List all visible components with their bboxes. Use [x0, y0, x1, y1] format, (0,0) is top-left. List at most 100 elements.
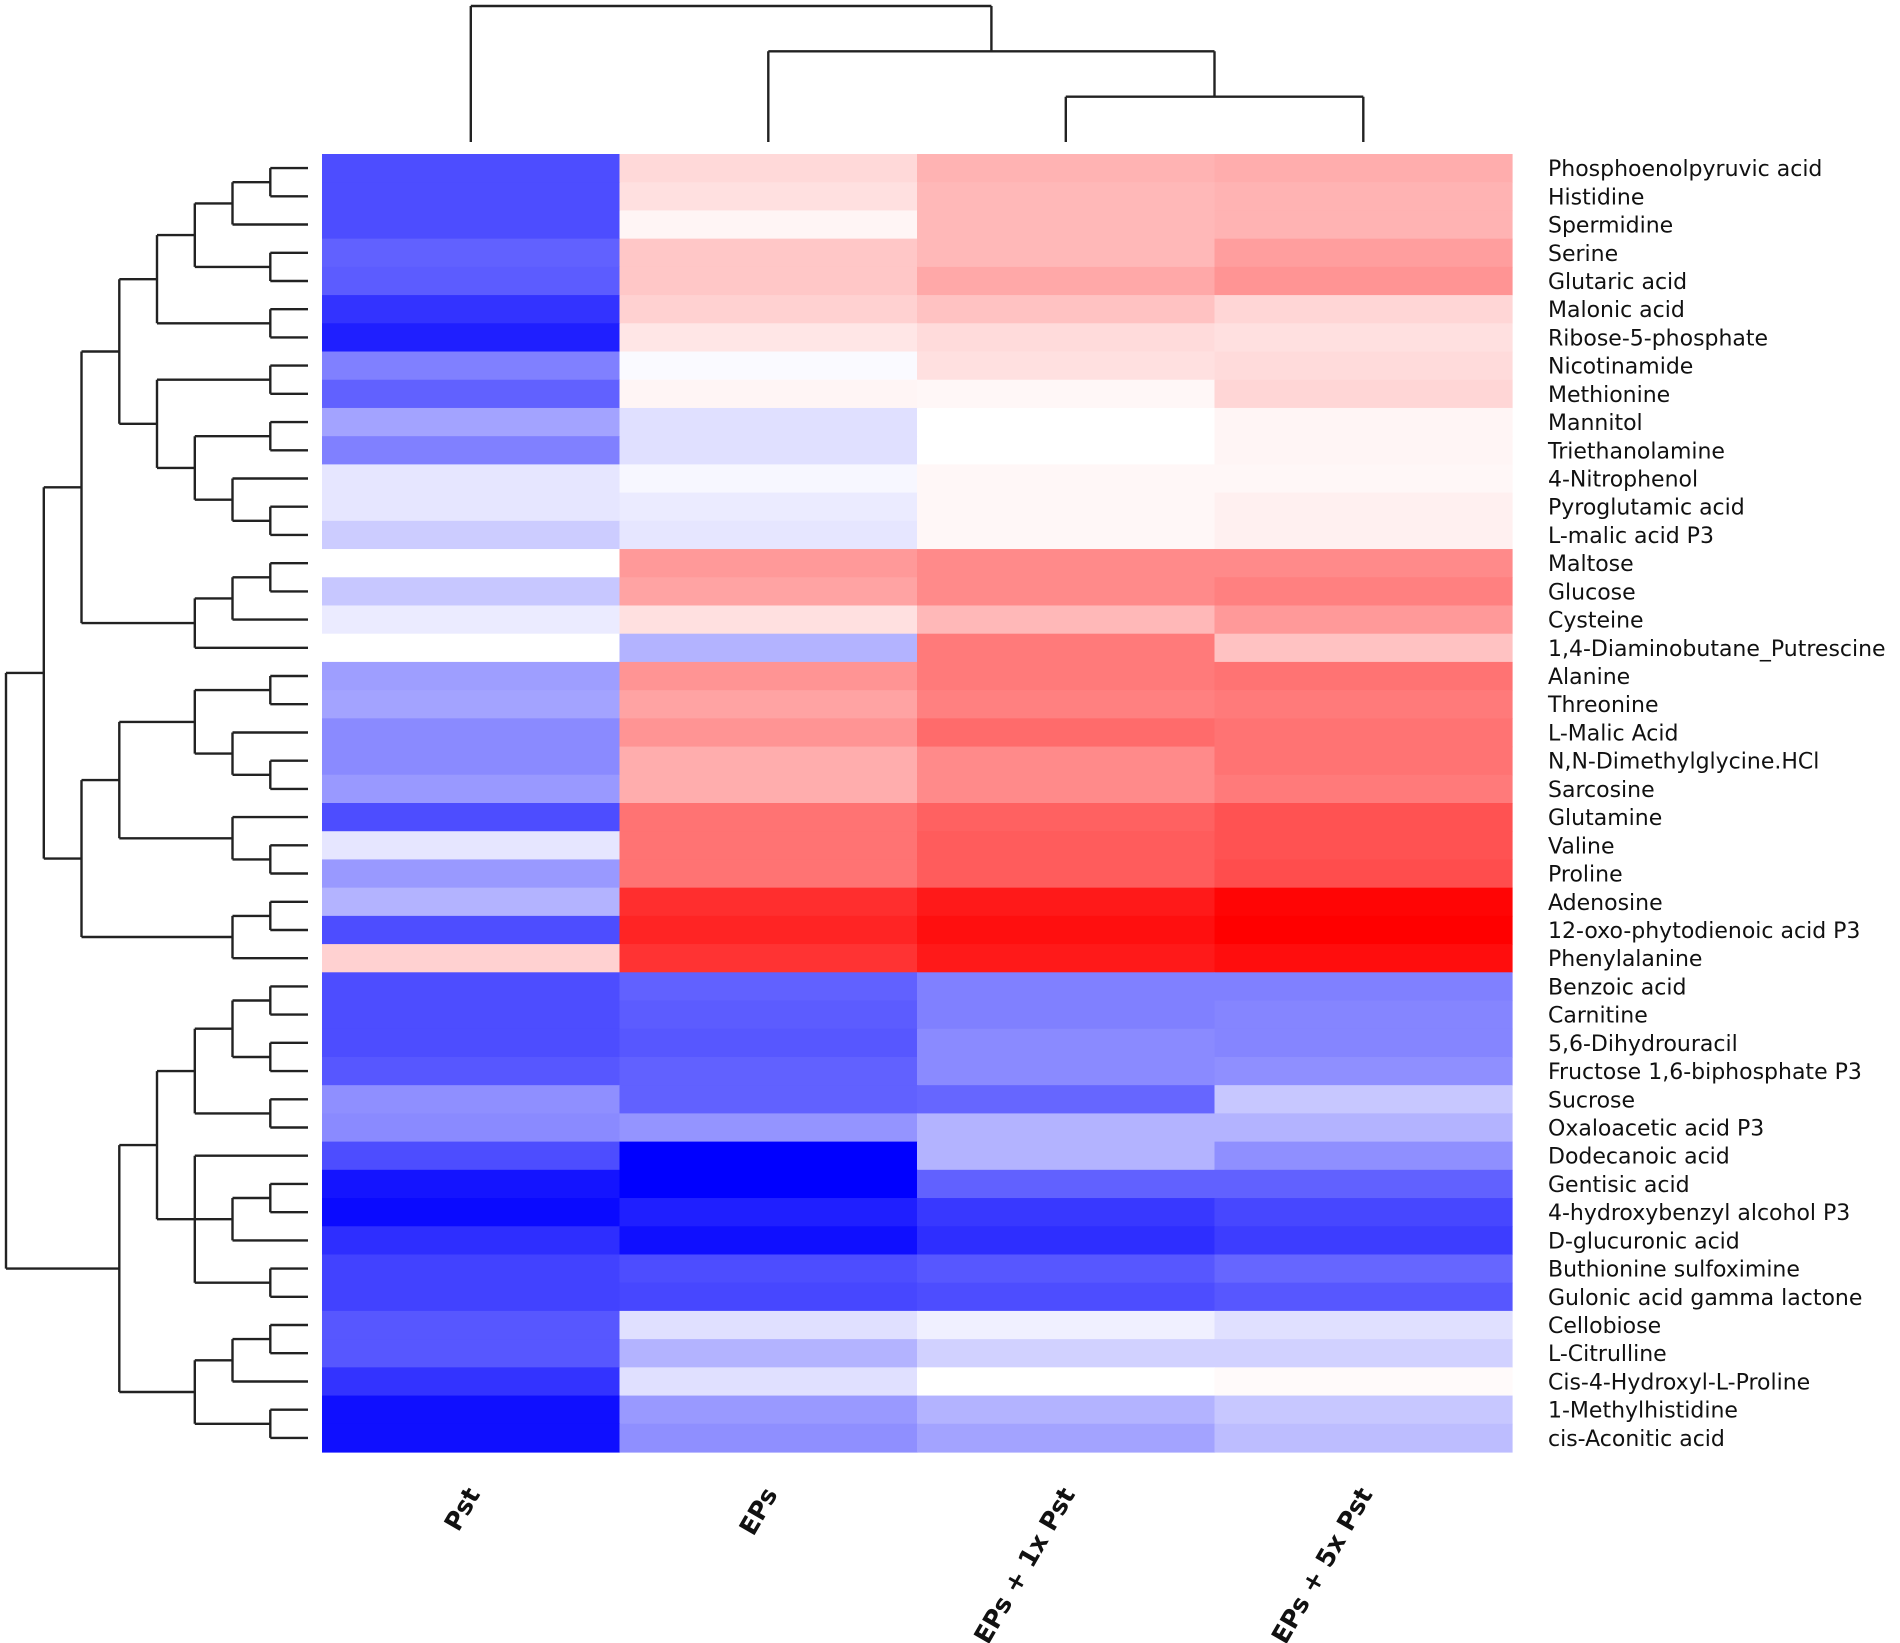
heatmap-cell-proline-eps-1x-pst: [917, 859, 1216, 889]
column-label-eps-5x-pst: EPs + 5x Pst: [1266, 1482, 1379, 1643]
heatmap-cell-n-n-dimethylglycine-hcl-eps: [619, 746, 918, 776]
heatmap-cell-proline-eps-5x-pst: [1214, 859, 1513, 889]
column-dendrogram-branch-2: [469, 4, 993, 142]
row-label-histidine: Histidine: [1548, 185, 1644, 210]
heatmap-cell-1-4-diaminobutane-putrescine-eps-1x-pst: [917, 633, 1216, 663]
heatmap-cell-d-glucuronic-acid-eps: [619, 1226, 918, 1256]
heatmap-cell-spermidine-eps-5x-pst: [1214, 210, 1513, 240]
heatmap-cell-5-6-dihydrouracil-pst: [322, 1028, 621, 1058]
heatmap-cell-phenylalanine-eps: [619, 944, 918, 973]
heatmap-cell-1-4-diaminobutane-putrescine-eps: [619, 633, 918, 663]
heatmap-cell-serine-pst: [322, 238, 621, 268]
row-label-4-nitrophenol: 4-Nitrophenol: [1548, 468, 1698, 493]
heatmap-cell-4-hydroxybenzyl-alcohol-p3-eps-1x-pst: [917, 1198, 1216, 1227]
heatmap-cell-cysteine-eps-5x-pst: [1214, 605, 1513, 635]
heatmap-cell-malonic-acid-eps-1x-pst: [917, 295, 1216, 324]
heatmap-cell-proline-eps: [619, 859, 918, 889]
heatmap-cell-glutamine-eps-1x-pst: [917, 803, 1216, 832]
heatmap-cell-4-nitrophenol-eps: [619, 464, 918, 494]
row-label-gentisic-acid: Gentisic acid: [1548, 1173, 1690, 1198]
row-dendrogram-branch-34: [269, 1182, 308, 1214]
row-dendrogram-branch-39: [269, 1323, 308, 1355]
heatmap-cells: [322, 154, 1513, 1453]
heatmap-cell-5-6-dihydrouracil-eps-5x-pst: [1214, 1028, 1513, 1058]
heatmap-cell-histidine-eps-5x-pst: [1214, 182, 1513, 212]
row-label-spermidine: Spermidine: [1548, 214, 1673, 239]
column-label-eps: EPs: [733, 1483, 783, 1541]
heatmap-cell-cysteine-pst: [322, 605, 621, 635]
heatmap-cell-valine-eps-1x-pst: [917, 831, 1216, 861]
heatmap-cell-l-malic-acid-eps-5x-pst: [1214, 718, 1513, 748]
heatmap-cell-phosphoenolpyruvic-acid-eps: [619, 154, 918, 183]
heatmap-cell-sucrose-eps-1x-pst: [917, 1085, 1216, 1114]
row-dendrogram-branch-41: [269, 1408, 308, 1440]
row-label-proline: Proline: [1548, 863, 1623, 888]
row-dendrogram-branch-6: [269, 364, 308, 395]
heatmap-cell-mannitol-pst: [322, 407, 621, 437]
row-dendrogram-branch-5: [155, 233, 271, 325]
row-label-5-6-dihydrouracil: 5,6-Dihydrouracil: [1548, 1032, 1738, 1057]
heatmap-cell-nicotinamide-eps-5x-pst: [1214, 351, 1513, 381]
heatmap-cell-benzoic-acid-eps-1x-pst: [917, 972, 1216, 1002]
heatmap-cell-valine-pst: [322, 831, 621, 861]
heatmap-cell-valine-eps: [619, 831, 918, 861]
row-label-alanine: Alanine: [1548, 665, 1630, 690]
row-label-triethanolamine: Triethanolamine: [1547, 439, 1725, 464]
heatmap-cell-n-n-dimethylglycine-hcl-pst: [322, 746, 621, 776]
heatmap-cell-benzoic-acid-eps-5x-pst: [1214, 972, 1513, 1002]
column-dendrogram-branch-0: [1064, 95, 1365, 142]
row-dendrogram-branch-15: [193, 597, 308, 649]
heatmap-cell-serine-eps-5x-pst: [1214, 238, 1513, 268]
heatmap-cell-pyroglutamic-acid-eps-5x-pst: [1214, 492, 1513, 522]
heatmap-cell-pyroglutamic-acid-eps-1x-pst: [917, 492, 1216, 522]
heatmap-cell-l-malic-acid-p3-eps-5x-pst: [1214, 520, 1513, 550]
heatmap-cell-cis-aconitic-acid-pst: [322, 1423, 621, 1453]
heatmap-cell-oxaloacetic-acid-p3-eps-5x-pst: [1214, 1113, 1513, 1143]
row-dendrogram-branch-7: [269, 420, 308, 452]
row-label-methionine: Methionine: [1548, 383, 1670, 408]
heatmap-cell-sarcosine-pst: [322, 774, 621, 804]
heatmap-cell-5-6-dihydrouracil-eps: [619, 1028, 918, 1058]
heatmap-cell-sarcosine-eps: [619, 774, 918, 804]
row-dendrogram-branch-28: [42, 486, 82, 860]
row-label-valine: Valine: [1548, 834, 1615, 859]
row-dendrogram-branch-17: [269, 674, 308, 706]
heatmap-cell-dodecanoic-acid-eps-1x-pst: [917, 1141, 1216, 1171]
heatmap-cell-buthionine-sulfoximine-eps: [619, 1254, 918, 1284]
row-dendrogram-branch-27: [80, 778, 233, 939]
row-label-sarcosine: Sarcosine: [1548, 778, 1655, 803]
heatmap-cell-serine-eps-1x-pst: [917, 238, 1216, 268]
heatmap-cell-l-citrulline-eps: [619, 1339, 918, 1368]
heatmap-cell-5-6-dihydrouracil-eps-1x-pst: [917, 1028, 1216, 1058]
heatmap-cell-1-4-diaminobutane-putrescine-pst: [322, 633, 621, 663]
row-label-malonic-acid: Malonic acid: [1548, 298, 1685, 323]
heatmap-cell-cis-4-hydroxyl-l-proline-eps: [619, 1367, 918, 1397]
heatmap-cell-fructose-1-6-biphosphate-p3-eps-5x-pst: [1214, 1056, 1513, 1086]
heatmap-cell-mannitol-eps-1x-pst: [917, 407, 1216, 437]
heatmap-cell-d-glucuronic-acid-eps-1x-pst: [917, 1226, 1216, 1256]
column-dendrogram: [469, 4, 1365, 142]
row-label-ribose-5-phosphate: Ribose-5-phosphate: [1548, 326, 1768, 351]
row-label-mannitol: Mannitol: [1548, 411, 1643, 436]
heatmap-cell-benzoic-acid-pst: [322, 972, 621, 1002]
row-label-l-malic-acid-p3: L-malic acid P3: [1548, 524, 1714, 549]
heatmap-cell-threonine-pst: [322, 690, 621, 719]
heatmap-cell-l-malic-acid-p3-eps-1x-pst: [917, 520, 1216, 550]
row-dendrogram-branch-11: [155, 378, 271, 470]
heatmap-cell-ribose-5-phosphate-eps: [619, 323, 918, 353]
heatmap-cell-sucrose-pst: [322, 1085, 621, 1114]
row-dendrogram-branch-30: [269, 1041, 308, 1073]
heatmap-cell-1-4-diaminobutane-putrescine-eps-5x-pst: [1214, 633, 1513, 663]
heatmap-cell-phenylalanine-eps-5x-pst: [1214, 944, 1513, 973]
column-labels: Pst EPs EPs + 1x Pst EPs + 5x Pst: [438, 1482, 1378, 1643]
heatmap-cell-triethanolamine-eps: [619, 436, 918, 465]
row-dendrogram-branch-44: [4, 671, 120, 1270]
row-label-benzoic-acid: Benzoic acid: [1548, 975, 1686, 1000]
row-label-gulonic-acid-gamma-lactone: Gulonic acid gamma lactone: [1548, 1286, 1862, 1311]
row-label-l-malic-acid: L-Malic Acid: [1548, 721, 1678, 746]
row-label-d-glucuronic-acid: D-glucuronic acid: [1548, 1229, 1740, 1254]
row-dendrogram: [4, 166, 308, 1440]
heatmap-cell-triethanolamine-eps-1x-pst: [917, 436, 1216, 465]
heatmap-cell-oxaloacetic-acid-p3-eps: [619, 1113, 918, 1143]
row-label-1-methylhistidine: 1-Methylhistidine: [1548, 1399, 1738, 1424]
